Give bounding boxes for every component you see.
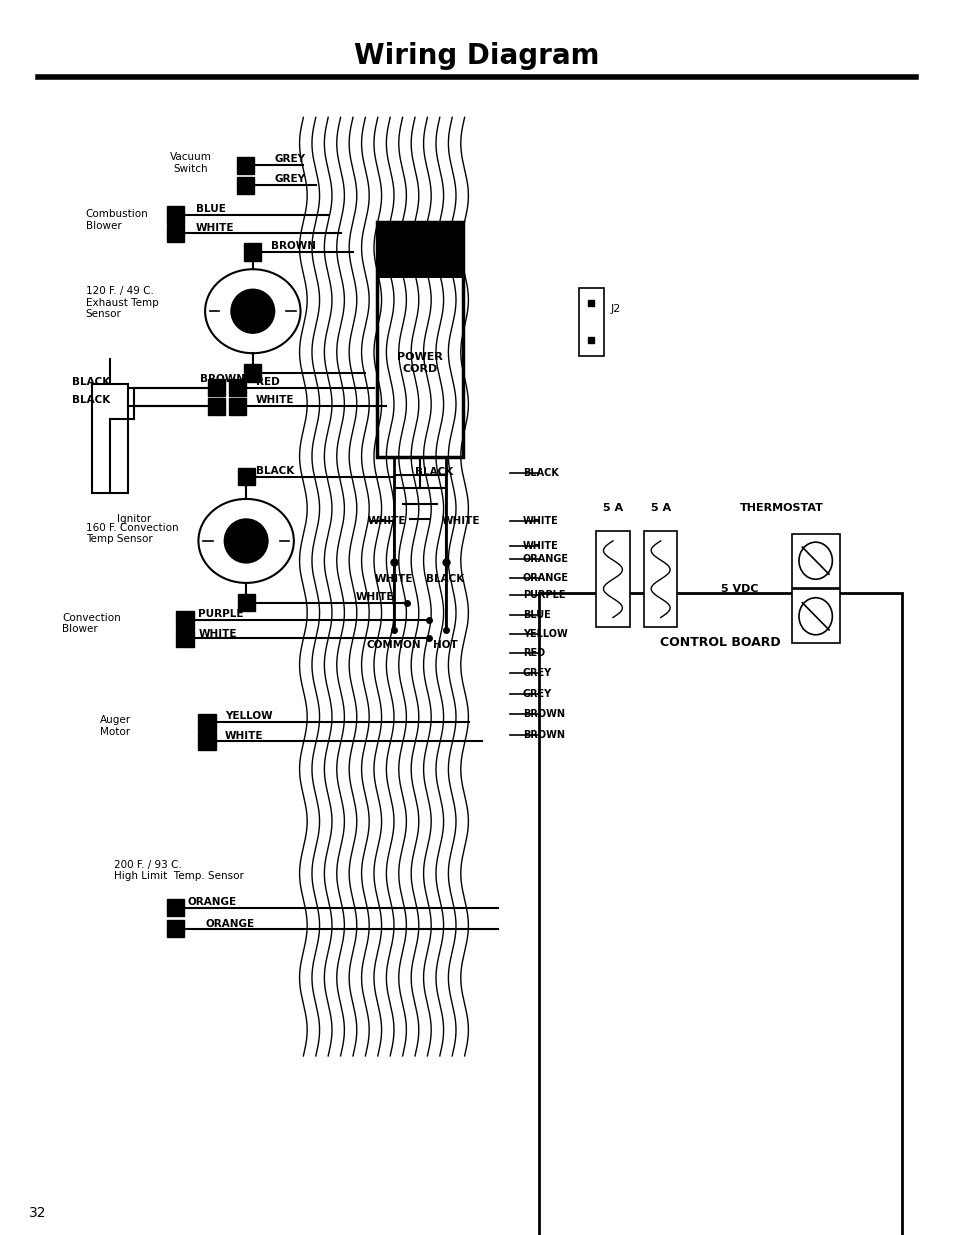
Text: BLACK: BLACK — [522, 468, 558, 478]
Text: YELLOW: YELLOW — [225, 711, 273, 721]
Text: BLUE: BLUE — [522, 610, 550, 620]
Bar — [596, 531, 629, 627]
Bar — [167, 899, 184, 916]
Bar — [791, 589, 839, 643]
Bar — [244, 364, 261, 382]
Text: GREY: GREY — [522, 668, 552, 678]
Text: 120 F. / 49 C.
Exhaust Temp
Sensor: 120 F. / 49 C. Exhaust Temp Sensor — [86, 287, 158, 319]
Text: 5 A: 5 A — [650, 503, 670, 513]
Text: ORANGE: ORANGE — [522, 555, 568, 564]
Text: J2: J2 — [610, 304, 620, 314]
Text: HOT: HOT — [433, 640, 457, 650]
Text: Convection
Blower: Convection Blower — [62, 613, 121, 635]
Bar — [167, 206, 184, 224]
Bar — [643, 531, 677, 627]
Bar — [198, 732, 215, 750]
Text: ORANGE: ORANGE — [188, 897, 236, 906]
Text: Wiring Diagram: Wiring Diagram — [354, 42, 599, 69]
Text: RED: RED — [522, 648, 544, 658]
Bar — [229, 398, 246, 415]
Text: WHITE: WHITE — [375, 574, 413, 584]
Ellipse shape — [205, 269, 300, 353]
Text: BLACK: BLACK — [415, 467, 453, 477]
Text: 5 A: 5 A — [602, 503, 622, 513]
Bar — [791, 534, 839, 588]
Text: CONTROL BOARD: CONTROL BOARD — [659, 636, 780, 648]
Text: 200 F. / 93 C.
High Limit  Temp. Sensor: 200 F. / 93 C. High Limit Temp. Sensor — [114, 860, 244, 882]
Text: WHITE: WHITE — [441, 516, 479, 526]
Bar — [244, 243, 261, 261]
Text: Ignitor: Ignitor — [117, 514, 152, 524]
Bar — [208, 379, 225, 396]
Bar — [236, 157, 253, 174]
Text: WHITE: WHITE — [522, 541, 558, 551]
Text: 160 F. Convection
Temp Sensor: 160 F. Convection Temp Sensor — [86, 522, 178, 545]
Text: GREY: GREY — [274, 174, 305, 184]
Ellipse shape — [231, 290, 274, 332]
Text: WHITE: WHITE — [198, 629, 236, 638]
Bar — [376, 222, 462, 457]
Text: BLACK: BLACK — [255, 466, 294, 475]
Text: WHITE: WHITE — [355, 592, 394, 601]
Text: GREY: GREY — [522, 689, 552, 699]
Ellipse shape — [798, 598, 831, 635]
Text: RED: RED — [255, 377, 279, 387]
Text: BROWN: BROWN — [522, 730, 564, 740]
Text: POWER
CORD: POWER CORD — [396, 352, 442, 374]
Text: THERMOSTAT: THERMOSTAT — [740, 503, 823, 513]
Text: PURPLE: PURPLE — [522, 590, 565, 600]
Text: Vacuum
Switch: Vacuum Switch — [170, 152, 212, 174]
Bar — [208, 398, 225, 415]
Text: BLACK: BLACK — [71, 395, 110, 405]
Bar — [237, 468, 254, 485]
Text: PURPLE: PURPLE — [198, 609, 244, 619]
Text: Combustion
Blower: Combustion Blower — [86, 209, 149, 231]
Ellipse shape — [798, 542, 831, 579]
Bar — [578, 288, 603, 356]
Text: WHITE: WHITE — [225, 731, 263, 741]
Ellipse shape — [198, 499, 294, 583]
Bar — [538, 593, 901, 1235]
Text: BROWN: BROWN — [200, 374, 245, 384]
Text: COMMON: COMMON — [366, 640, 421, 650]
Text: ORANGE: ORANGE — [522, 573, 568, 583]
Bar — [236, 177, 253, 194]
Text: BLACK: BLACK — [71, 377, 110, 387]
Bar — [167, 225, 184, 242]
Text: BROWN: BROWN — [522, 709, 564, 719]
Ellipse shape — [224, 519, 267, 562]
Text: 32: 32 — [29, 1205, 46, 1220]
Bar — [176, 630, 193, 647]
Text: BLACK: BLACK — [426, 574, 464, 584]
Bar — [376, 222, 462, 278]
Text: BROWN: BROWN — [271, 241, 315, 251]
Bar — [198, 714, 215, 731]
Bar — [167, 920, 184, 937]
Bar — [229, 379, 246, 396]
Text: YELLOW: YELLOW — [522, 629, 567, 638]
Text: GREY: GREY — [274, 154, 305, 164]
Text: Auger
Motor: Auger Motor — [100, 715, 132, 737]
Text: WHITE: WHITE — [522, 516, 558, 526]
Text: WHITE: WHITE — [255, 395, 294, 405]
Bar — [237, 594, 254, 611]
Text: WHITE: WHITE — [195, 224, 233, 233]
Bar — [176, 611, 193, 629]
Text: ORANGE: ORANGE — [205, 919, 253, 929]
Text: 5 VDC: 5 VDC — [720, 584, 758, 594]
Bar — [91, 384, 128, 493]
Text: BLUE: BLUE — [195, 204, 225, 214]
Text: WHITE: WHITE — [367, 516, 405, 526]
